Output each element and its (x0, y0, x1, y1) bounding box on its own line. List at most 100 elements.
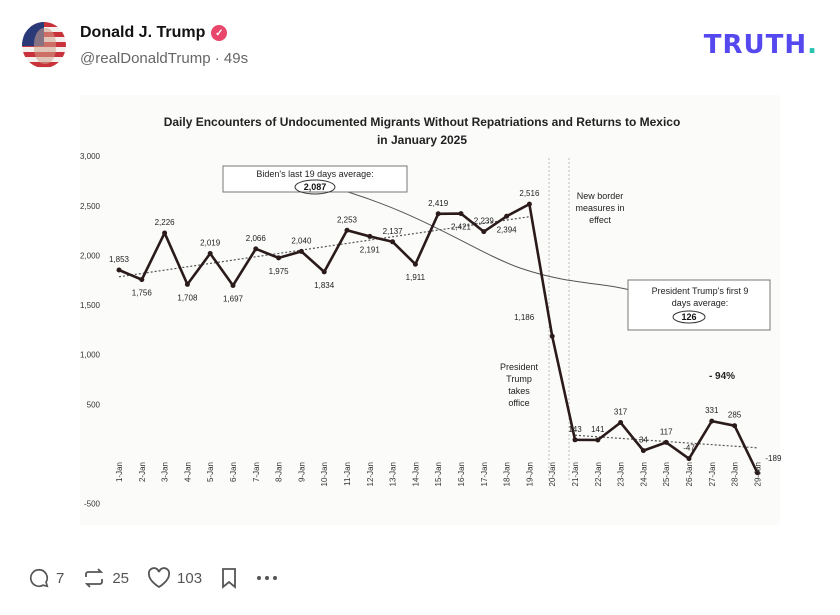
data-label: 2,040 (291, 236, 312, 245)
retruth-button[interactable]: 25 (82, 566, 129, 590)
more-options-button[interactable] (256, 575, 278, 581)
data-point (732, 423, 738, 429)
trump-average-label1: President Trump's first 9 (652, 286, 749, 296)
x-tick-label: 13-Jan (389, 462, 398, 486)
x-tick-label: 15-Jan (434, 462, 443, 486)
data-label: 1,834 (314, 281, 335, 290)
x-tick-label: 1-Jan (115, 462, 124, 482)
brand-dot: . (807, 30, 818, 60)
data-point (618, 420, 624, 426)
data-label: 2,253 (337, 215, 358, 224)
chart-title-line1: Daily Encounters of Undocumented Migrant… (164, 115, 681, 129)
reply-count: 7 (56, 569, 65, 587)
data-label: 1,708 (177, 293, 198, 302)
y-tick-label: 3,000 (80, 152, 101, 161)
bookmark-icon (222, 568, 236, 589)
x-tick-label: 14-Jan (411, 462, 420, 486)
x-tick-label: 9-Jan (297, 462, 306, 482)
x-tick-label: 12-Jan (366, 462, 375, 486)
like-count: 103 (177, 569, 203, 587)
data-point (458, 211, 464, 217)
data-label: 331 (705, 406, 719, 415)
data-label: 2,239 (474, 217, 495, 226)
data-point (230, 282, 236, 288)
handle[interactable]: @realDonaldTrump (80, 50, 211, 67)
data-label: 1,186 (514, 313, 535, 322)
data-point (321, 269, 327, 275)
data-point (640, 448, 646, 454)
data-point (595, 437, 601, 443)
data-label: 141 (591, 425, 605, 434)
data-point (412, 261, 418, 267)
data-point (549, 333, 555, 339)
data-label: 2,419 (428, 199, 449, 208)
data-label: 2,516 (519, 189, 540, 198)
trump-average-circle (672, 310, 706, 324)
x-tick-label: 20-Jan (548, 462, 557, 486)
y-tick-label: 1,000 (80, 351, 101, 360)
verified-badge-icon: ✓ (211, 25, 228, 41)
data-point (709, 418, 715, 424)
x-tick-label: 17-Jan (480, 462, 489, 486)
biden-average-label: Biden's last 19 days average: (256, 169, 373, 179)
x-tick-label: 26-Jan (685, 462, 694, 486)
author-name-text: Donald J. Trump (80, 24, 206, 41)
data-point (162, 230, 168, 236)
x-tick-label: 22-Jan (594, 462, 603, 486)
x-tick-label: 10-Jan (320, 462, 329, 486)
data-label: -189 (765, 454, 782, 463)
retruth-count: 25 (112, 569, 130, 587)
data-label: 1,756 (132, 289, 153, 298)
comment-icon (29, 568, 49, 588)
data-point (435, 211, 441, 217)
x-tick-label: 5-Jan (206, 462, 215, 482)
y-tick-label: 1,500 (80, 301, 101, 310)
percent-change-label: - 94% (709, 371, 735, 382)
data-point (344, 227, 350, 233)
x-tick-label: 19-Jan (525, 462, 534, 486)
x-tick-label: 8-Jan (275, 462, 284, 482)
like-button[interactable]: 103 (147, 567, 202, 589)
data-point (367, 233, 373, 239)
reply-button[interactable]: 7 (28, 567, 64, 589)
data-point (526, 201, 532, 207)
brand-text: TRUTH (703, 30, 808, 60)
more-icon (257, 576, 278, 580)
trump-average-value: 126 (681, 312, 696, 322)
x-tick-label: 25-Jan (662, 462, 671, 486)
office-note-1: President (500, 362, 539, 372)
border-note-1: New border (577, 191, 624, 201)
data-point (572, 437, 578, 443)
data-point (207, 251, 213, 257)
x-tick-label: 27-Jan (708, 462, 717, 486)
data-label: 2,226 (155, 218, 176, 227)
author-name[interactable]: Donald J. Trump ✓ (80, 24, 228, 42)
truth-logo[interactable]: TRUTH. (704, 30, 818, 60)
office-note-4: office (508, 398, 529, 408)
biden-average-circle (294, 179, 336, 195)
y-tick-label: 500 (87, 400, 101, 409)
chart-title-line2: in January 2025 (377, 133, 467, 147)
office-note-3: takes (508, 386, 530, 396)
avatar[interactable] (22, 22, 66, 68)
data-label: 2,394 (497, 225, 518, 234)
biden-average-box (222, 165, 408, 193)
data-label: 2,191 (360, 245, 381, 254)
data-label: 117 (660, 427, 673, 436)
x-tick-label: 7-Jan (252, 462, 261, 482)
data-label: 2,137 (383, 227, 404, 236)
y-tick-label: -500 (84, 500, 101, 509)
trump-average-box (627, 279, 771, 331)
data-point (298, 248, 304, 254)
data-label: 143 (568, 425, 582, 434)
data-label: 1,975 (269, 267, 290, 276)
data-label: -47 (683, 444, 695, 453)
post-meta: @realDonaldTrump · 49s (80, 50, 249, 67)
x-tick-label: 29-Jan (753, 462, 762, 486)
data-point (686, 456, 692, 462)
x-tick-label: 21-Jan (571, 462, 580, 486)
data-point (139, 277, 145, 283)
data-point (481, 229, 487, 235)
bookmark-button[interactable] (220, 567, 238, 589)
